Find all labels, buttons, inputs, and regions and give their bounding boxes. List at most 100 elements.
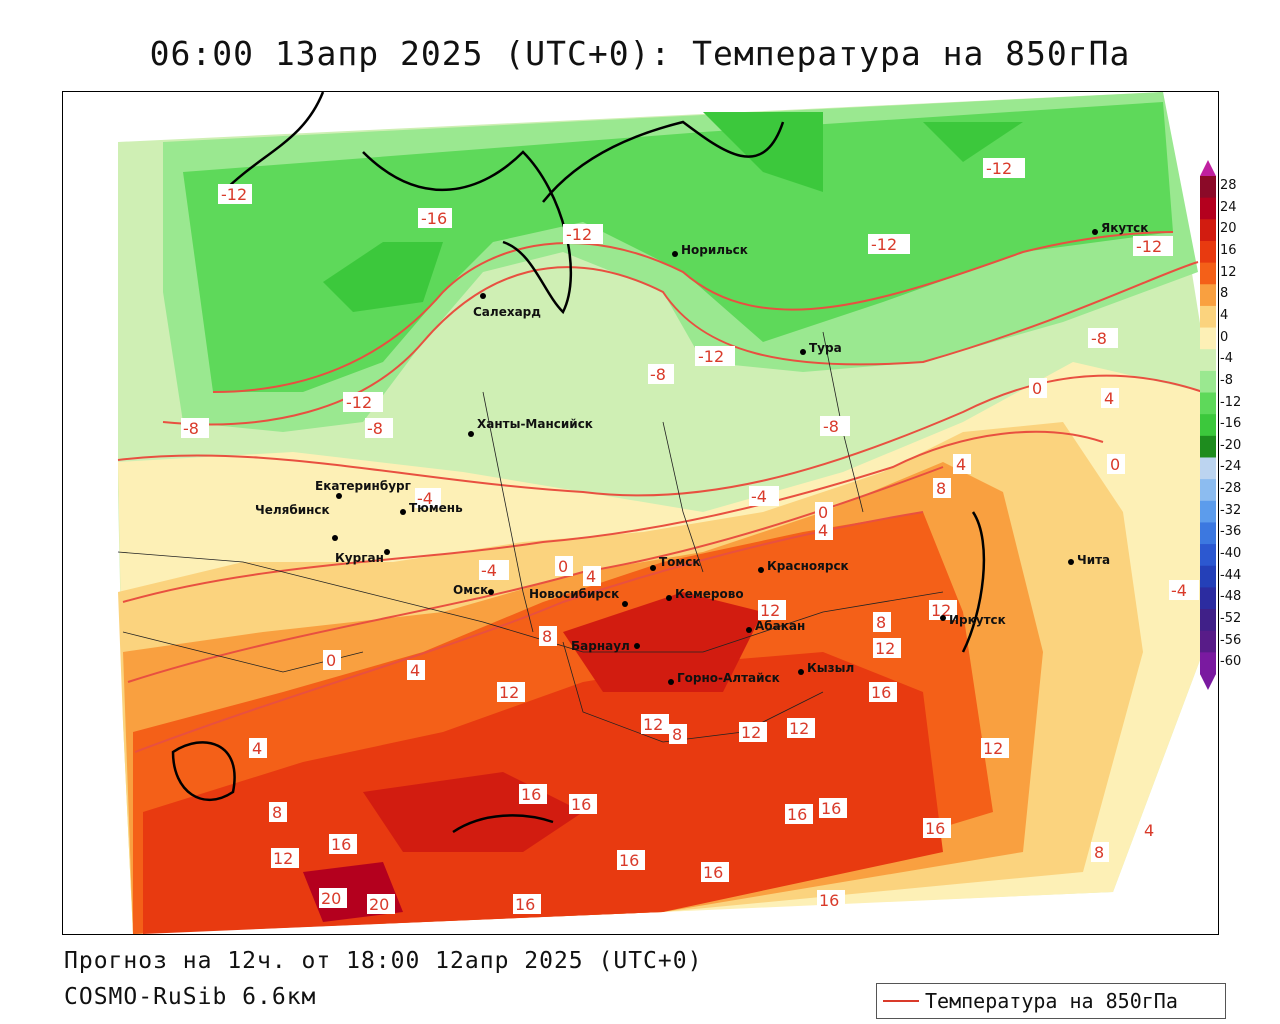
svg-text:-12: -12	[871, 235, 897, 254]
forecast-info: Прогноз на 12ч. от 18:00 12апр 2025 (UTC…	[64, 948, 703, 974]
contour-label: 4	[407, 660, 425, 680]
contour-label: 0	[1107, 454, 1125, 474]
svg-text:Омск: Омск	[453, 583, 488, 597]
svg-text:12: 12	[760, 601, 780, 620]
contour-label: 12	[758, 600, 786, 620]
contour-label: 16	[701, 862, 729, 882]
svg-text:8: 8	[1094, 843, 1104, 862]
svg-text:Барнаул: Барнаул	[571, 639, 630, 653]
colorbar-cell	[1200, 609, 1216, 632]
contour-label: 0	[815, 502, 833, 522]
contour-label: 4	[1141, 820, 1159, 840]
svg-text:-8: -8	[1091, 329, 1107, 348]
city-marker: Курган	[335, 549, 390, 565]
colorbar-cell	[1200, 414, 1216, 437]
colorbar-tick-label: 24	[1220, 199, 1237, 215]
svg-text:-12: -12	[566, 225, 592, 244]
contour-label-group: -12 -16 -12 -12 -12 -12 -8 -12 -8 -12 -8…	[181, 158, 1199, 914]
legend-label: Температура на 850гПа	[925, 989, 1178, 1013]
colorbar-cell	[1200, 630, 1216, 653]
city-marker: Новосибирск	[529, 587, 628, 607]
contour-label: 4	[953, 454, 971, 474]
svg-text:8: 8	[672, 725, 682, 744]
colorbar-cell	[1200, 240, 1216, 264]
svg-text:8: 8	[876, 613, 886, 632]
contour-label: 4	[1101, 388, 1119, 408]
svg-text:0: 0	[1032, 379, 1042, 398]
svg-text:-12: -12	[221, 185, 247, 204]
svg-text:Кызыл: Кызыл	[807, 661, 854, 675]
contour-label: 8	[269, 802, 287, 822]
contour-label: 16	[329, 834, 357, 854]
contour-label: 16	[819, 798, 847, 818]
city-marker: Омск	[453, 583, 494, 597]
contour-label: -4	[1169, 580, 1199, 600]
city-marker: Кемерово	[666, 587, 744, 601]
contour-label: -8	[181, 418, 209, 438]
svg-text:4: 4	[818, 521, 828, 540]
colorbar-tick-label: -44	[1220, 567, 1242, 583]
contour-label: -8	[1088, 328, 1118, 348]
svg-text:Салехард: Салехард	[473, 305, 541, 319]
contour-label: -16	[418, 208, 452, 228]
svg-text:-8: -8	[650, 365, 666, 384]
colorbar-cell	[1200, 435, 1216, 458]
colorbar-tick-label: -16	[1220, 416, 1242, 432]
contour-label: 16	[785, 804, 813, 824]
contour-label: -12	[983, 158, 1025, 178]
city-marker: Красноярск	[758, 559, 849, 573]
contour-label: 4	[249, 738, 267, 758]
colorbar-tick-label: 16	[1220, 242, 1237, 258]
colorbar-cell	[1200, 479, 1216, 502]
colorbar-tick-label: 28	[1220, 178, 1237, 193]
svg-text:0: 0	[326, 651, 336, 670]
band-minus16-west	[323, 242, 443, 312]
svg-text:0: 0	[558, 557, 568, 576]
svg-text:-8: -8	[367, 419, 383, 438]
svg-text:Норильск: Норильск	[681, 243, 748, 257]
svg-text:12: 12	[273, 849, 293, 868]
svg-text:4: 4	[252, 739, 262, 758]
colorbar-tick-label: -52	[1220, 611, 1242, 627]
city-marker: Иркутск	[940, 613, 1006, 627]
svg-text:12: 12	[875, 639, 895, 658]
svg-text:Ханты-Мансийск: Ханты-Мансийск	[477, 417, 593, 431]
contour-label: 8	[539, 626, 557, 646]
svg-text:-4: -4	[1171, 581, 1187, 600]
svg-text:12: 12	[741, 723, 761, 742]
svg-text:12: 12	[931, 601, 951, 620]
svg-text:16: 16	[925, 819, 945, 838]
colorbar-cell	[1200, 349, 1216, 372]
colorbar-cell	[1200, 652, 1216, 675]
colorbar-tick-label: 20	[1220, 221, 1237, 237]
svg-text:20: 20	[369, 895, 389, 914]
colorbar-tick-label: -56	[1220, 632, 1242, 648]
svg-text:Горно-Алтайск: Горно-Алтайск	[677, 671, 780, 685]
contour-label: 16	[519, 784, 547, 804]
contour-label: 4	[583, 566, 601, 586]
svg-text:-16: -16	[421, 209, 447, 228]
contour-label: 16	[617, 850, 645, 870]
city-marker: Тура	[800, 341, 842, 355]
legend-line-swatch	[883, 1000, 919, 1002]
contour-label: 12	[641, 714, 669, 734]
svg-text:8: 8	[936, 479, 946, 498]
svg-text:Чита: Чита	[1077, 553, 1110, 567]
svg-text:12: 12	[643, 715, 663, 734]
contour-label: 12	[271, 848, 299, 868]
svg-text:Тюмень: Тюмень	[409, 501, 463, 515]
colorbar-tick-label: -36	[1220, 524, 1242, 540]
svg-text:Курган: Курган	[335, 551, 384, 565]
band-minus12	[183, 102, 1173, 392]
svg-text:16: 16	[821, 799, 841, 818]
colorbar-cell	[1200, 500, 1216, 523]
colorbar-tick-label: -32	[1220, 502, 1242, 518]
city-marker: Абакан	[746, 619, 805, 633]
contour-label: 0	[555, 556, 573, 576]
svg-text:-12: -12	[346, 393, 372, 412]
contour-label: 0	[323, 650, 341, 670]
svg-text:16: 16	[871, 683, 891, 702]
svg-text:Челябинск: Челябинск	[255, 503, 330, 517]
svg-text:Красноярск: Красноярск	[767, 559, 849, 573]
contour-label: 12	[981, 738, 1009, 758]
